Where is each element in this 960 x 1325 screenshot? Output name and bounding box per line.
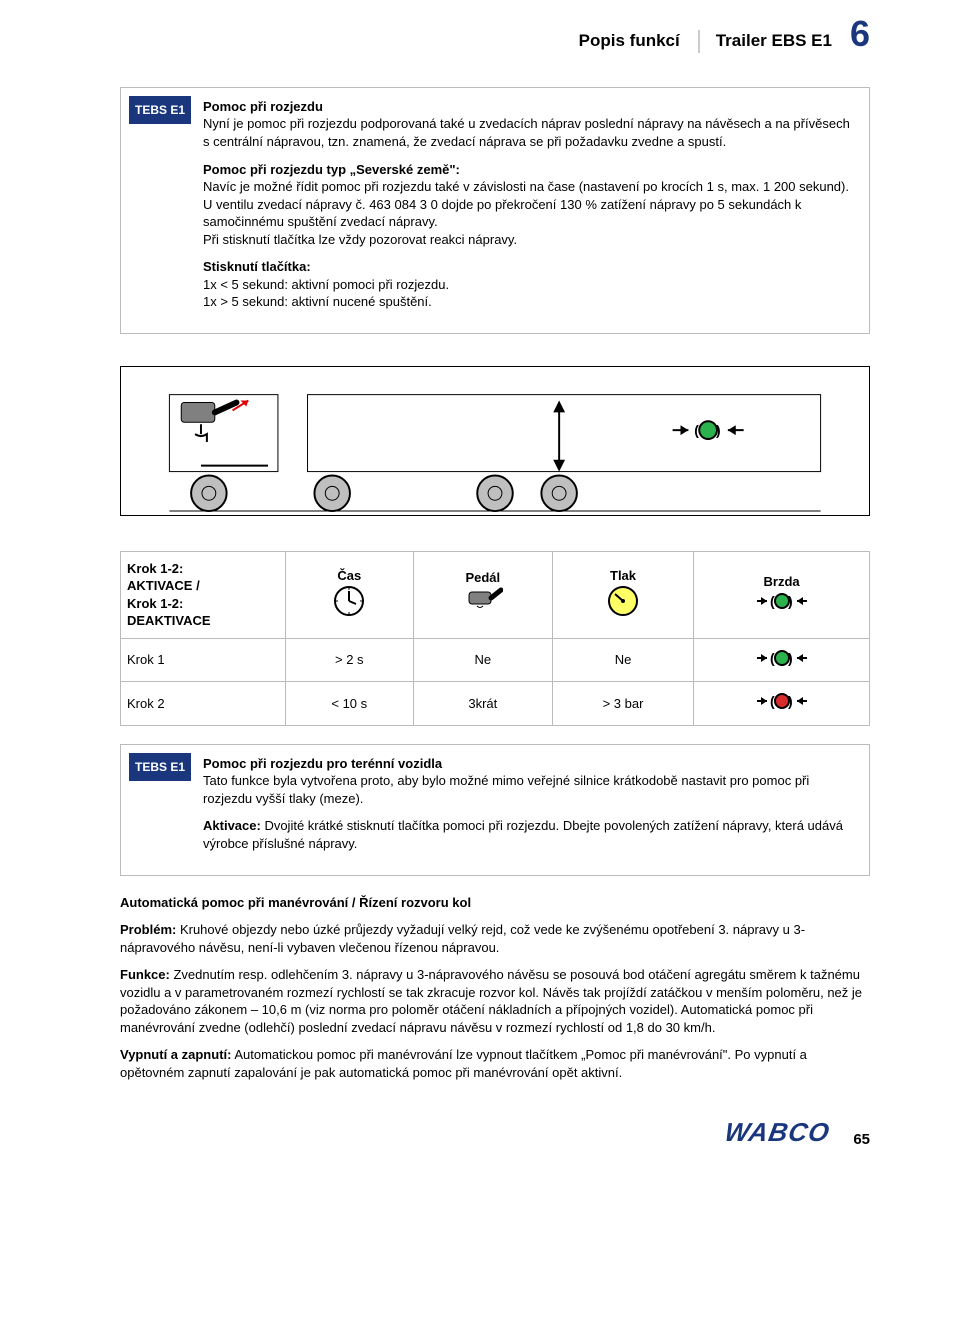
- b1-p4: Při stisknutí tlačítka lze vždy pozorova…: [203, 232, 517, 247]
- clock-icon: [332, 584, 366, 618]
- cell-step: Krok 1: [121, 638, 286, 682]
- svg-text:): ): [788, 693, 793, 709]
- b1-p2: Navíc je možné řídit pomoc při rozjezdu …: [203, 179, 849, 194]
- gauge-icon: [606, 584, 640, 618]
- header-chapter-num: 6: [850, 20, 870, 49]
- cell-pressure: > 3 bar: [552, 682, 693, 726]
- th-pressure-label: Tlak: [559, 567, 687, 585]
- table-header-row: Krok 1-2: AKTIVACE / Krok 1-2: DEAKTIVAC…: [121, 551, 870, 638]
- cell-time: > 2 s: [285, 638, 413, 682]
- cell-pressure: Ne: [552, 638, 693, 682]
- b2-p2b: Aktivace:: [203, 818, 261, 833]
- cell-time: < 10 s: [285, 682, 413, 726]
- led-green-icon: ( ): [755, 590, 809, 612]
- led-red-icon: ( ): [755, 690, 809, 712]
- body-p1b: Problém:: [120, 922, 176, 937]
- th-time-label: Čas: [292, 567, 407, 585]
- table-row: Krok 1 > 2 s Ne Ne ( ): [121, 638, 870, 682]
- header-product: Trailer EBS E1: [698, 30, 832, 53]
- table-row: Krok 2 < 10 s 3krát > 3 bar ( ): [121, 682, 870, 726]
- svg-text:): ): [788, 593, 793, 609]
- body-p2: Zvednutím resp. odlehčením 3. nápravy u …: [120, 967, 862, 1035]
- b1-p3: U ventilu zvedací nápravy č. 463 084 3 0…: [203, 197, 801, 230]
- info-box-1-text: Pomoc při rozjezdu Nyní je pomoc při roz…: [199, 88, 869, 333]
- body-p2b: Funkce:: [120, 967, 170, 982]
- brand-logo: WABCO: [722, 1115, 833, 1150]
- b1-p5title: Stisknutí tlačítka:: [203, 259, 311, 274]
- b2-p1: Tato funkce byla vytvořena proto, aby by…: [203, 773, 809, 806]
- tebs-badge: TEBS E1: [129, 753, 191, 781]
- page-footer: WABCO 65: [120, 1115, 870, 1150]
- led-green-icon: ( ): [755, 647, 809, 669]
- svg-text:): ): [716, 422, 721, 438]
- b1-p1: Nyní je pomoc při rozjezdu podporovaná t…: [203, 116, 850, 149]
- th-brake: Brzda ( ): [694, 551, 870, 638]
- page-header: Popis funkcí Trailer EBS E1 6: [120, 20, 870, 53]
- trailer-diagram: ( ): [120, 366, 870, 516]
- cell-brake: ( ): [694, 682, 870, 726]
- b1-p5a: 1x < 5 sekund: aktivní pomoci při rozjez…: [203, 277, 449, 292]
- b1-p2title: Pomoc při rozjezdu typ „Severské země":: [203, 162, 460, 177]
- info-box-1: TEBS E1 Pomoc při rozjezdu Nyní je pomoc…: [120, 87, 870, 334]
- b2-p2: Dvojité krátké stisknutí tlačítka pomoci…: [203, 818, 843, 851]
- page-number: 65: [853, 1130, 870, 1150]
- th-brake-label: Brzda: [700, 573, 863, 591]
- th-pedal-label: Pedál: [420, 569, 546, 587]
- info-box-2-text: Pomoc při rozjezdu pro terénní vozidla T…: [199, 745, 869, 875]
- info-box-2: TEBS E1 Pomoc při rozjezdu pro terénní v…: [120, 744, 870, 876]
- tebs-badge: TEBS E1: [129, 96, 191, 124]
- header-section: Popis funkcí: [579, 30, 680, 53]
- th-pressure: Tlak: [552, 551, 693, 638]
- activation-table: Krok 1-2: AKTIVACE / Krok 1-2: DEAKTIVAC…: [120, 551, 870, 726]
- body-p1: Kruhové objezdy nebo úzké průjezdy vyžad…: [120, 922, 805, 955]
- th-pedal: Pedál: [413, 551, 552, 638]
- th-step: Krok 1-2: AKTIVACE / Krok 1-2: DEAKTIVAC…: [121, 551, 286, 638]
- pedal-icon: [463, 586, 503, 616]
- body-h: Automatická pomoc při manévrování / Říze…: [120, 895, 471, 910]
- body-p3b: Vypnutí a zapnutí:: [120, 1047, 231, 1062]
- body-text: Automatická pomoc při manévrování / Říze…: [120, 894, 870, 1082]
- cell-pedal: 3krát: [413, 682, 552, 726]
- cell-step: Krok 2: [121, 682, 286, 726]
- cell-brake: ( ): [694, 638, 870, 682]
- cell-pedal: Ne: [413, 638, 552, 682]
- b1-title: Pomoc při rozjezdu: [203, 99, 323, 114]
- th-time: Čas: [285, 551, 413, 638]
- svg-text:): ): [788, 650, 793, 666]
- b1-p5b: 1x > 5 sekund: aktivní nucené spuštění.: [203, 294, 432, 309]
- b2-title: Pomoc při rozjezdu pro terénní vozidla: [203, 756, 442, 771]
